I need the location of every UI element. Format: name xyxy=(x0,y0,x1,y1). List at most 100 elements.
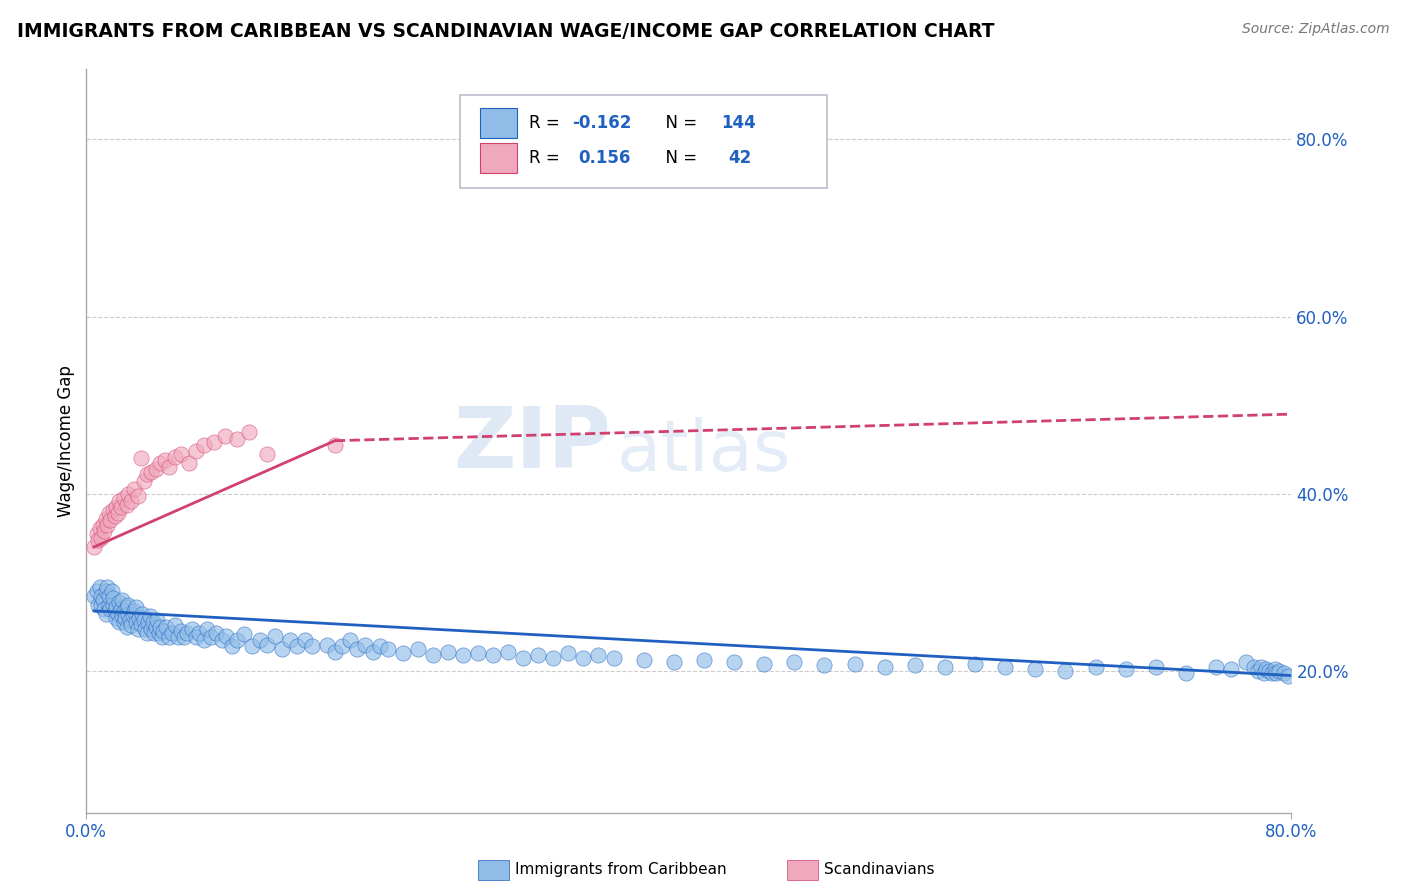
Point xyxy=(111,609,134,624)
Point xyxy=(723,655,745,669)
Point xyxy=(112,491,135,506)
Point xyxy=(129,451,152,466)
Point xyxy=(86,584,108,599)
Point xyxy=(1268,664,1291,678)
Point xyxy=(1243,659,1265,673)
Point xyxy=(1024,662,1046,676)
Point xyxy=(89,580,111,594)
Point xyxy=(873,659,896,673)
Point xyxy=(496,645,519,659)
Point xyxy=(693,653,716,667)
Point xyxy=(377,642,399,657)
Point xyxy=(103,598,125,612)
Point xyxy=(263,629,285,643)
Point xyxy=(211,633,233,648)
Text: Scandinavians: Scandinavians xyxy=(824,863,935,877)
Point xyxy=(105,600,128,615)
Point xyxy=(90,598,112,612)
Point xyxy=(323,645,346,659)
Point xyxy=(1257,664,1279,678)
Point xyxy=(226,633,249,648)
Point xyxy=(1247,664,1270,678)
Point xyxy=(240,640,263,654)
Point xyxy=(108,494,131,508)
FancyBboxPatch shape xyxy=(460,95,828,187)
Point xyxy=(186,444,208,458)
Point xyxy=(145,462,167,476)
Point xyxy=(112,604,135,618)
Point xyxy=(167,631,190,645)
Point xyxy=(136,615,159,630)
Point xyxy=(813,657,835,672)
Point xyxy=(110,602,132,616)
Point xyxy=(94,607,117,621)
Point xyxy=(557,647,579,661)
Point xyxy=(117,598,139,612)
Point xyxy=(138,609,160,624)
Point xyxy=(129,617,152,632)
Point xyxy=(193,438,215,452)
Point xyxy=(149,620,172,634)
Point xyxy=(117,487,139,501)
Point xyxy=(904,657,927,672)
Point xyxy=(146,613,169,627)
Point xyxy=(294,633,316,648)
Point xyxy=(332,640,354,654)
Point xyxy=(107,507,129,521)
Text: 0.156: 0.156 xyxy=(578,149,630,167)
Point xyxy=(482,648,505,662)
Point xyxy=(127,489,149,503)
Text: R =: R = xyxy=(529,149,569,167)
Bar xyxy=(481,143,516,173)
Point xyxy=(176,626,198,640)
Point xyxy=(108,615,131,630)
Y-axis label: Wage/Income Gap: Wage/Income Gap xyxy=(58,365,75,516)
Point xyxy=(391,647,413,661)
Text: 42: 42 xyxy=(728,149,752,167)
Point xyxy=(1205,659,1227,673)
Point xyxy=(316,638,339,652)
Point xyxy=(143,626,166,640)
Text: N =: N = xyxy=(655,149,707,167)
Point xyxy=(754,657,776,671)
Point xyxy=(87,598,110,612)
Point xyxy=(103,503,125,517)
Point xyxy=(124,483,146,497)
Point xyxy=(83,589,105,603)
Point xyxy=(271,642,294,657)
Point xyxy=(155,620,177,634)
Point xyxy=(354,638,377,652)
Point xyxy=(170,624,193,639)
Text: -0.162: -0.162 xyxy=(572,114,631,132)
Point xyxy=(177,456,200,470)
Point xyxy=(215,629,238,643)
Point xyxy=(101,584,124,599)
Point xyxy=(125,615,148,630)
Text: R =: R = xyxy=(529,114,565,132)
Point xyxy=(602,650,624,665)
Point xyxy=(93,524,115,538)
Point xyxy=(149,456,172,470)
Point xyxy=(139,465,162,479)
Point xyxy=(1144,659,1167,673)
Point xyxy=(1115,662,1137,676)
Point xyxy=(124,604,146,618)
Text: N =: N = xyxy=(655,114,703,132)
Point xyxy=(160,626,183,640)
Point xyxy=(238,425,260,439)
Point xyxy=(100,513,122,527)
Point xyxy=(93,602,115,616)
Bar xyxy=(481,108,516,137)
Point xyxy=(157,631,180,645)
Point xyxy=(89,520,111,534)
Point xyxy=(1054,664,1077,678)
Point xyxy=(121,618,143,632)
Point xyxy=(422,648,444,662)
Point xyxy=(121,494,143,508)
Point xyxy=(256,638,278,652)
Point xyxy=(152,624,174,639)
Point xyxy=(543,650,565,665)
Point xyxy=(97,598,120,612)
Point xyxy=(527,648,550,662)
Point xyxy=(1250,659,1272,673)
